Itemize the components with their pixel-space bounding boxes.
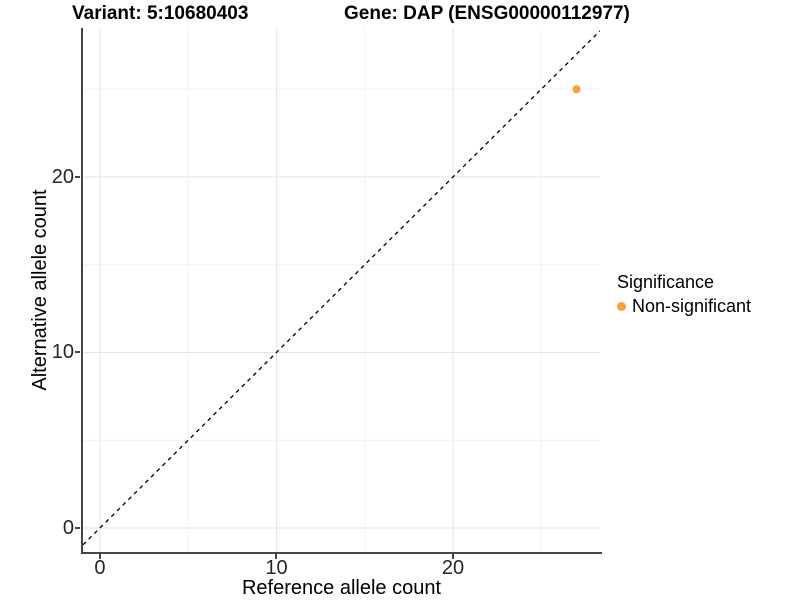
x-tick-mark xyxy=(98,554,101,559)
y-axis-line xyxy=(81,28,83,554)
x-tick-mark xyxy=(451,554,454,559)
legend-title: Significance xyxy=(617,272,715,292)
x-tick-label: 0 xyxy=(94,557,106,579)
variant-title: Variant: 5:10680403 xyxy=(72,3,249,24)
x-tick-mark xyxy=(275,554,278,559)
y-tick-label: 10 xyxy=(51,341,74,364)
y-tick-label: 0 xyxy=(62,516,74,539)
identity-reference-line xyxy=(83,30,600,546)
data-point xyxy=(572,85,581,94)
significance-legend: Significance Non-significant xyxy=(617,271,751,317)
legend-item-non-significant: Non-significant xyxy=(617,295,751,317)
x-tick-label: 10 xyxy=(265,557,288,579)
x-tick-label: 20 xyxy=(441,557,465,579)
x-axis-title: Reference allele count xyxy=(241,577,441,599)
y-tick-label: 20 xyxy=(51,165,74,188)
y-tick-mark xyxy=(75,175,80,178)
y-tick-mark xyxy=(75,526,80,529)
non-significant-dot-icon xyxy=(617,301,626,311)
y-tick-mark xyxy=(75,351,80,354)
legend-item-label: Non-significant xyxy=(632,296,752,316)
x-axis-line xyxy=(81,552,602,554)
scatter-plot-canvas xyxy=(83,28,600,552)
gene-title: Gene: DAP (ENSG00000112977) xyxy=(344,3,630,24)
plot-panel xyxy=(83,28,600,552)
